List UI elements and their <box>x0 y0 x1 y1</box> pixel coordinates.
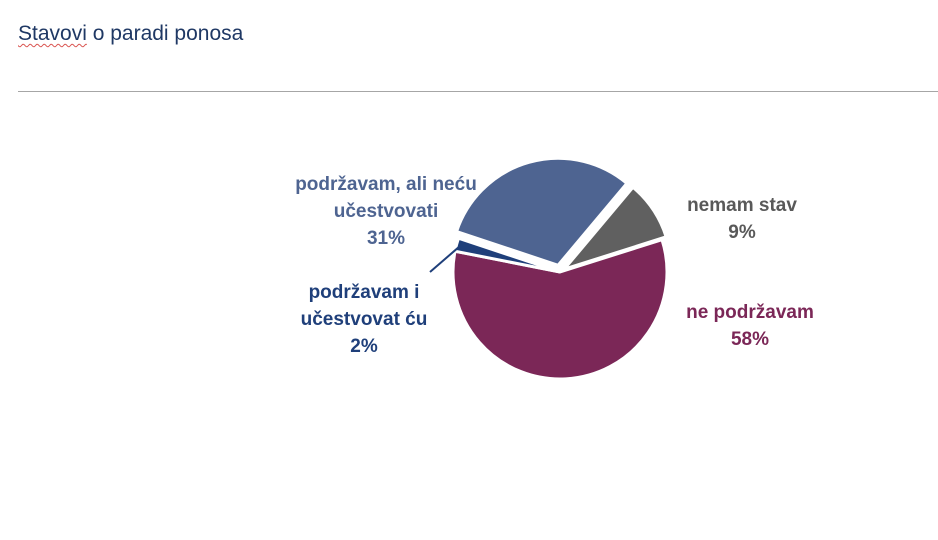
page-title-rest: o paradi ponosa <box>86 22 244 45</box>
page-title: Stavovi o paradi ponosa <box>18 22 243 46</box>
title-divider <box>18 91 938 92</box>
pie-label-value: 9% <box>728 222 756 243</box>
pie-slice-0 <box>559 185 669 273</box>
pie-labels: nemam stav 9% ne podržavam 58% podržavam i uč… <box>295 174 814 357</box>
pie-slice-1 <box>451 237 669 381</box>
pie-label-value: 58% <box>731 329 769 350</box>
pie-label-value: 2% <box>350 336 378 357</box>
pie-label-text: podržavam, ali neću <box>295 174 477 195</box>
pie-label-text: učestvovat ću <box>301 309 428 330</box>
pie-label-text: ne podržavam <box>686 302 814 323</box>
pie-leader-line <box>429 244 462 273</box>
pie-label-3: podržavam, ali neću učestvovati 31% <box>295 174 477 249</box>
pie-label-1: ne podržavam 58% <box>686 302 814 350</box>
pie-label-2: podržavam i učestvovat ću 2% <box>301 282 428 357</box>
page-title-first-word: Stavovi <box>18 22 87 45</box>
pie-slice-3 <box>454 156 629 268</box>
pie-label-text: podržavam i <box>309 282 420 303</box>
pie-label-0: nemam stav 9% <box>687 195 797 243</box>
pie-leader-lines <box>429 244 462 273</box>
pie-slices <box>451 156 669 381</box>
pie-label-text: učestvovati <box>334 201 439 222</box>
pie-label-value: 31% <box>367 228 405 249</box>
pie-label-text: nemam stav <box>687 195 797 216</box>
